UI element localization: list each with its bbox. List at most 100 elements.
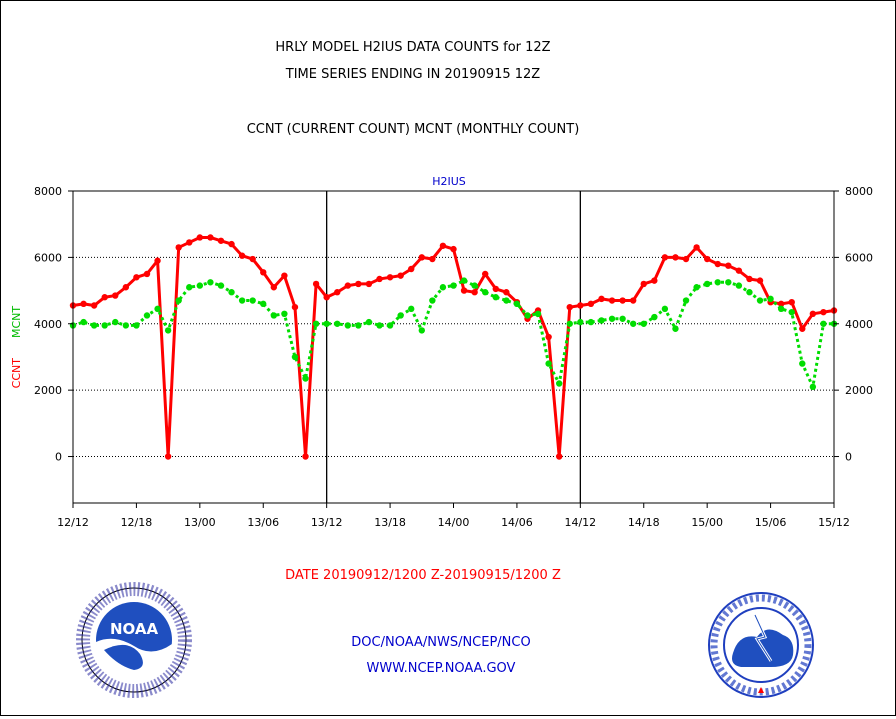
data-point-mcnt	[291, 353, 299, 361]
data-point-mcnt	[439, 284, 447, 291]
data-point-mcnt	[746, 289, 753, 296]
data-point-ccnt	[492, 285, 499, 293]
data-point-ccnt	[334, 289, 341, 296]
data-point-ccnt	[799, 325, 806, 332]
noaa-logo-text: NOAA	[110, 620, 159, 638]
data-point-ccnt	[577, 302, 584, 309]
y-axis-label-ccnt: CCNT	[10, 358, 23, 389]
data-point-mcnt	[619, 315, 626, 322]
data-point-mcnt	[661, 305, 669, 313]
data-point-mcnt	[376, 322, 383, 329]
data-point-mcnt	[651, 313, 658, 321]
data-point-ccnt	[312, 280, 320, 288]
data-point-ccnt	[101, 294, 108, 301]
data-point-mcnt	[672, 325, 679, 332]
data-point-mcnt	[503, 297, 510, 304]
data-point-ccnt	[725, 262, 732, 269]
data-point-mcnt	[386, 322, 394, 329]
data-point-mcnt	[809, 383, 817, 391]
data-point-ccnt	[302, 453, 309, 460]
data-point-ccnt	[186, 239, 193, 246]
data-point-ccnt	[460, 287, 468, 294]
data-point-mcnt	[513, 300, 521, 308]
data-point-mcnt	[418, 327, 425, 334]
data-point-ccnt	[820, 308, 827, 316]
y-tick-label-left: 2000	[34, 384, 62, 397]
data-point-ccnt	[439, 242, 447, 249]
data-point-ccnt	[122, 284, 130, 291]
date-range-label: DATE 20190912/1200 Z-20190915/1200 Z	[285, 568, 561, 583]
data-point-mcnt	[281, 310, 288, 318]
noaa-logo-icon: NOAA	[76, 582, 192, 698]
y-tick-label-left: 0	[55, 451, 62, 464]
x-tick-label: 14/18	[628, 516, 660, 529]
data-point-mcnt	[133, 322, 140, 329]
x-tick-label: 15/00	[691, 516, 723, 529]
data-point-mcnt	[429, 297, 436, 304]
data-point-mcnt	[217, 282, 225, 289]
data-point-mcnt	[207, 279, 214, 286]
data-point-mcnt	[323, 320, 330, 327]
data-point-mcnt	[482, 289, 489, 296]
chart-title-line2: TIME SERIES ENDING IN 20190915 12Z	[285, 67, 541, 82]
data-point-ccnt	[143, 270, 151, 278]
x-tick-label: 15/06	[755, 516, 787, 529]
data-point-ccnt	[693, 244, 700, 251]
data-point-mcnt	[640, 320, 647, 327]
y-tick-label-right: 8000	[845, 185, 873, 198]
data-point-ccnt	[323, 294, 330, 301]
data-point-mcnt	[408, 305, 415, 313]
data-point-mcnt	[175, 297, 182, 304]
data-point-ccnt	[80, 300, 87, 308]
data-point-mcnt	[154, 305, 161, 313]
x-tick-label: 13/12	[311, 516, 343, 529]
y-tick-label-right: 0	[845, 451, 852, 464]
data-point-mcnt	[355, 322, 362, 329]
data-point-ccnt	[386, 274, 394, 281]
data-point-ccnt	[619, 297, 626, 304]
x-tick-label: 12/18	[121, 516, 153, 529]
data-point-mcnt	[566, 320, 573, 327]
data-point-mcnt	[682, 297, 690, 304]
chart-title-line1: HRLY MODEL H2IUS DATA COUNTS for 12Z	[275, 40, 550, 55]
data-point-ccnt	[429, 255, 436, 263]
data-point-mcnt	[460, 277, 468, 284]
data-point-ccnt	[735, 267, 743, 274]
data-point-mcnt	[608, 315, 616, 322]
data-point-ccnt	[112, 292, 119, 299]
data-point-ccnt	[175, 244, 182, 251]
y-axis-label: CCNT MCNT	[10, 306, 23, 389]
data-point-ccnt	[291, 303, 299, 311]
data-point-ccnt	[714, 260, 721, 268]
data-point-ccnt	[355, 280, 362, 288]
data-point-ccnt	[788, 298, 795, 306]
data-point-ccnt	[471, 289, 478, 296]
data-point-mcnt	[90, 322, 98, 329]
data-point-ccnt	[154, 257, 161, 264]
data-point-ccnt	[450, 245, 457, 253]
url-label: WWW.NCEP.NOAA.GOV	[367, 661, 516, 676]
data-point-mcnt	[534, 310, 542, 318]
data-point-mcnt	[777, 305, 785, 313]
data-point-ccnt	[566, 303, 573, 311]
x-tick-label: 14/12	[564, 516, 596, 529]
data-point-mcnt	[788, 308, 795, 316]
data-point-ccnt	[408, 265, 415, 273]
x-tick-label: 12/12	[57, 516, 89, 529]
series-line-ccnt	[72, 235, 835, 459]
y-tick-label-left: 4000	[34, 318, 62, 331]
x-tick-label: 13/18	[374, 516, 406, 529]
data-point-mcnt	[112, 318, 119, 326]
y-tick-label-left: 6000	[34, 251, 62, 264]
data-point-ccnt	[207, 234, 214, 241]
x-tick-label: 13/00	[184, 516, 216, 529]
data-point-ccnt	[133, 274, 140, 281]
data-point-ccnt	[651, 277, 658, 284]
data-point-ccnt	[661, 254, 669, 261]
data-point-mcnt	[249, 297, 256, 304]
org-label: DOC/NOAA/NWS/NCEP/NCO	[351, 635, 530, 650]
data-point-mcnt	[492, 294, 499, 301]
x-tick-label: 15/12	[818, 516, 850, 529]
plot-area	[69, 191, 838, 503]
data-point-mcnt	[756, 297, 764, 304]
